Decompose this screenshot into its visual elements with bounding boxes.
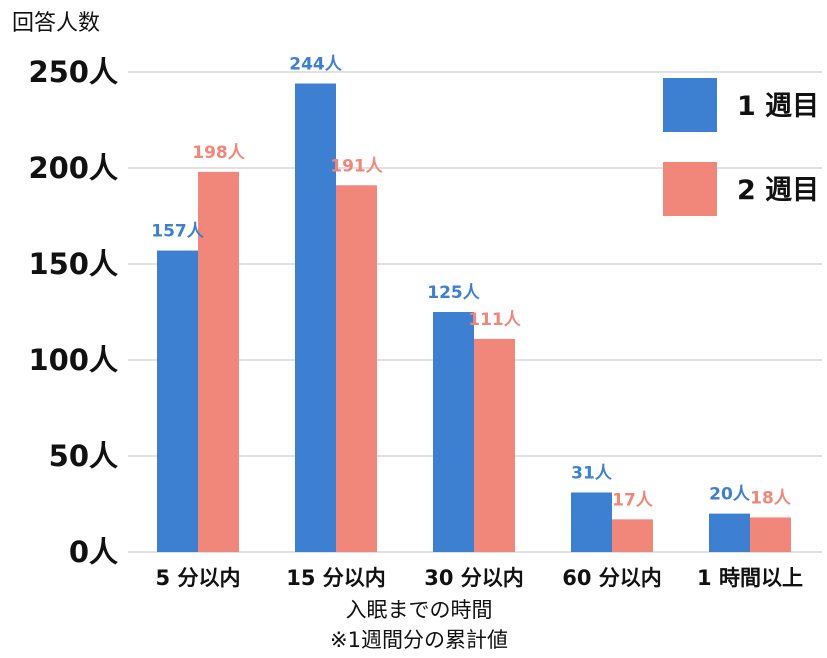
bar — [433, 312, 474, 552]
y-axis-title: 回答人数 — [12, 11, 100, 36]
bar — [709, 513, 750, 552]
y-tick-label: 50人 — [49, 439, 118, 473]
bars — [157, 83, 791, 553]
x-tick-label: 30 分以内 — [424, 566, 524, 590]
data-label: 125人 — [427, 283, 480, 303]
bar — [474, 338, 515, 552]
x-tick-label: 5 分以内 — [156, 566, 241, 590]
x-axis-title: 入眠までの時間 — [346, 598, 493, 622]
data-labels: 157人 198人 244人 191人 125人 111人 31人 17人 20人 18人 — [151, 55, 792, 511]
data-label: 198人 — [192, 143, 245, 163]
bar — [295, 83, 336, 553]
x-tick-label: 1 時間以上 — [697, 566, 803, 590]
x-tick-label: 60 分以内 — [562, 566, 662, 590]
bar — [157, 250, 198, 552]
x-axis-ticks: 5 分以内 15 分以内 30 分以内 60 分以内 1 時間以上 — [156, 566, 803, 590]
bar — [571, 492, 612, 552]
data-label: 31人 — [571, 463, 613, 483]
data-label: 111人 — [468, 310, 521, 330]
y-tick-label: 250人 — [28, 55, 118, 89]
bar — [750, 517, 791, 552]
data-label: 191人 — [330, 156, 383, 176]
legend-swatch — [663, 78, 717, 132]
legend-swatch — [663, 162, 717, 216]
bar — [336, 185, 377, 552]
legend-label: 2 週目 — [737, 175, 819, 206]
y-tick-label: 0人 — [69, 535, 118, 569]
x-tick-label: 15 分以内 — [286, 566, 386, 590]
legend-label: 1 週目 — [737, 91, 819, 122]
y-tick-label: 200人 — [28, 151, 118, 185]
data-label: 157人 — [151, 222, 204, 242]
bar — [198, 171, 239, 552]
data-label: 20人 — [709, 485, 751, 505]
legend: 1 週目 2 週目 — [663, 78, 819, 216]
y-tick-label: 150人 — [28, 247, 118, 281]
data-label: 244人 — [289, 55, 342, 75]
bar — [612, 519, 653, 552]
x-axis-note: ※1週間分の累計値 — [330, 628, 508, 652]
data-label: 17人 — [612, 490, 654, 510]
y-axis-ticks: 0人 50人 100人 150人 200人 250人 — [28, 55, 118, 569]
data-label: 18人 — [750, 488, 792, 508]
y-tick-label: 100人 — [28, 343, 118, 377]
